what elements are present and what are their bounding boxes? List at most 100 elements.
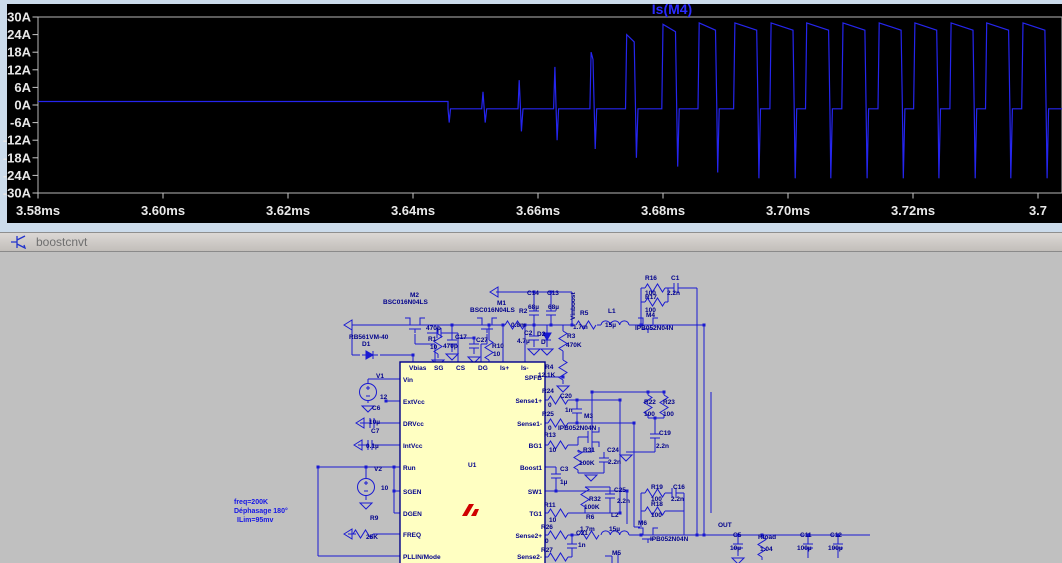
component-label[interactable]: R2 [519,308,528,315]
component-label[interactable]: 1.04 [760,546,773,553]
component-label[interactable]: M2 [410,292,419,299]
component-label[interactable]: R25 [542,411,554,418]
component-label[interactable]: 100µ [797,545,812,552]
schematic-titlebar[interactable]: boostcnvt [0,232,1062,252]
component-label[interactable]: 10µ [369,419,380,426]
component-label[interactable]: R9 [370,515,379,522]
component-label[interactable]: RB561VM-40 [349,334,389,341]
component-label[interactable]: R24 [542,388,554,395]
component-label[interactable]: R32 [589,496,601,503]
component-label[interactable]: BSC016N04LS [470,307,515,314]
component-label[interactable]: 2.2n [656,443,669,450]
component-label[interactable]: C20 [560,393,572,400]
waveform-pane[interactable]: Is(M4) 30A 24A 18A 12A 6A 0A -6A -12A -18A -24A -3… [0,0,1062,232]
component-label[interactable]: C2 [524,330,533,337]
component-label[interactable]: R23 [663,399,675,406]
component-label[interactable]: R17 [645,294,657,301]
component-label[interactable]: 100 [645,290,656,297]
component-label[interactable]: V1 [376,373,384,380]
component-label[interactable]: Rload [758,534,776,541]
component-label[interactable]: 100 [644,411,655,418]
component-label[interactable]: 470p [426,325,441,332]
component-label[interactable]: C12 [830,532,842,539]
component-label[interactable]: 1.7m [573,324,588,331]
component-label[interactable]: R19 [651,484,663,491]
component-label[interactable]: 0.1µ [366,443,379,450]
component-label[interactable]: 2.2n [608,459,621,466]
component-label[interactable]: R3 [567,333,576,340]
schematic-document-icon[interactable] [10,235,28,249]
component-label[interactable]: 10 [549,447,557,454]
component-label[interactable]: R16 [645,275,657,282]
schematic-canvas[interactable]: Vbias SG CS DG Is+ Is- Vin ExtVcc DRVcc IntVcc Run… [0,252,1062,563]
component-label[interactable]: 2.2n [617,498,630,505]
component-label[interactable]: 15µ [605,322,616,329]
component-label[interactable]: D2 [537,331,546,338]
component-label[interactable]: 470K [566,342,582,349]
component-label[interactable]: 10 [493,351,501,358]
component-label[interactable]: OUT [718,522,732,529]
component-label[interactable]: R1 [428,336,437,343]
component-label[interactable]: 470p [443,343,458,350]
component-label[interactable]: 100µ [828,545,843,552]
component-label[interactable]: D [541,339,546,346]
component-label[interactable]: 10 [549,517,557,524]
component-label[interactable]: 0 [545,538,549,545]
component-label[interactable]: M6 [638,520,647,527]
component-label[interactable]: IPB052N04N [558,425,597,432]
component-label[interactable]: C13 [547,290,559,297]
component-label[interactable]: C21 [576,530,588,537]
component-label[interactable]: 100 [651,512,662,519]
component-label[interactable]: M4 [646,312,655,319]
component-label[interactable]: C24 [607,447,619,454]
component-label[interactable]: R10 [492,343,504,350]
component-label[interactable]: 12.1K [538,372,556,379]
component-label[interactable]: C7 [371,428,380,435]
component-label[interactable]: 2.2n [671,496,684,503]
component-label[interactable]: R27 [541,547,553,554]
component-label[interactable]: C25 [614,487,626,494]
component-label[interactable]: R5 [580,310,589,317]
component-label[interactable]: R22 [644,399,656,406]
component-label[interactable]: 68µ [548,304,559,311]
component-label[interactable]: R26 [541,524,553,531]
component-label[interactable]: 1n [565,407,573,414]
component-label[interactable]: 100K [584,504,600,511]
component-label[interactable]: 4.7µ [517,338,530,345]
component-label[interactable]: 1µ [560,479,568,486]
component-label[interactable]: IPB052N04N [650,536,689,543]
component-label[interactable]: 10 [381,485,389,492]
component-label[interactable]: R11 [544,502,556,509]
component-label[interactable]: C17 [455,334,467,341]
component-label[interactable]: C14 [527,290,539,297]
component-label[interactable]: M5 [612,550,621,557]
component-label[interactable]: 2.2n [667,290,680,297]
component-label[interactable]: 100 [651,496,662,503]
component-label[interactable]: Vinboost [570,291,577,320]
component-label[interactable]: 100 [663,411,674,418]
component-label[interactable]: C5 [733,532,742,539]
component-label[interactable]: R4 [545,364,554,371]
component-label[interactable]: 15µ [609,526,620,533]
component-label[interactable]: 25K [366,534,378,541]
schematic-svg[interactable]: Vbias SG CS DG Is+ Is- Vin ExtVcc DRVcc IntVcc Run… [0,252,1062,563]
component-label[interactable]: M3 [584,413,593,420]
component-label[interactable]: C19 [659,430,671,437]
component-label[interactable]: C11 [800,532,812,539]
component-label[interactable]: 1n [578,542,586,549]
component-label[interactable]: 100 [645,307,656,314]
component-label[interactable]: 10 [430,344,438,351]
component-label[interactable]: C3 [560,466,569,473]
component-label[interactable]: 0.8m [511,322,526,329]
waveform-plot[interactable]: Is(M4) 30A 24A 18A 12A 6A 0A -6A -12A -18A -24A -3… [0,0,1062,232]
controller-ic[interactable]: Vbias SG CS DG Is+ Is- Vin ExtVcc DRVcc IntVcc Run… [399,361,546,563]
component-label[interactable]: R6 [586,514,595,521]
component-label[interactable]: 0 [548,425,552,432]
component-label[interactable]: 100K [579,460,595,467]
component-label[interactable]: 10µ [730,545,741,552]
component-label[interactable]: BSC016N04LS [383,299,428,306]
component-label[interactable]: L1 [608,308,616,315]
component-label[interactable]: 1.7m [580,526,595,533]
component-label[interactable]: 0 [548,402,552,409]
component-label[interactable]: C6 [372,405,381,412]
